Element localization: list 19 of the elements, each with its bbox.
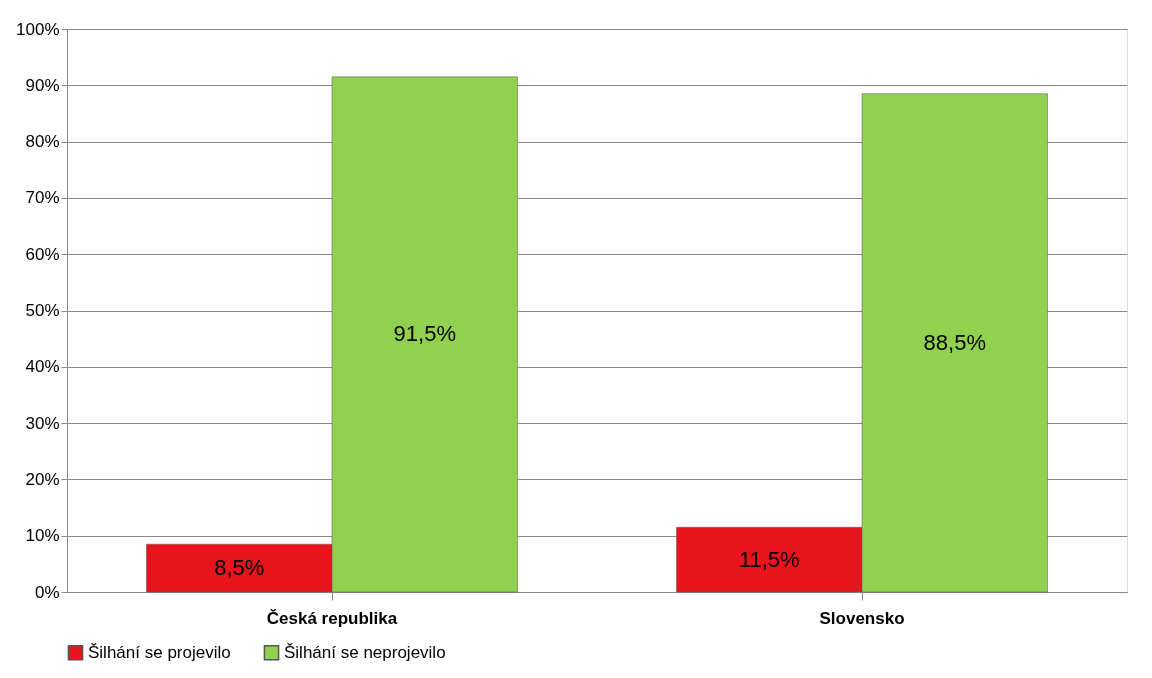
legend-label: Šilhání se neprojevilo: [284, 642, 446, 662]
y-tick-label: 30%: [25, 413, 60, 433]
y-tick-label: 70%: [25, 188, 60, 208]
data-label: 88,5%: [923, 329, 986, 355]
y-tick-label: 10%: [25, 526, 60, 546]
y-tick-label: 20%: [25, 469, 60, 489]
data-label: 8,5%: [214, 555, 265, 581]
data-label: 91,5%: [393, 321, 456, 347]
y-tick-label: 60%: [25, 244, 60, 264]
y-tick-label: 90%: [25, 75, 60, 95]
data-label: 11,5%: [738, 546, 800, 572]
x-tick-label: Česká republika: [266, 608, 398, 628]
x-tick-label: Slovensko: [819, 608, 905, 628]
y-tick-label: 100%: [16, 19, 60, 39]
y-tick-label: 50%: [25, 301, 60, 320]
y-tick-label: 0%: [34, 582, 60, 602]
y-tick-label: 40%: [25, 357, 60, 377]
y-tick-label: 80%: [25, 132, 60, 152]
legend-label: Šilhání se projevilo: [88, 642, 231, 662]
